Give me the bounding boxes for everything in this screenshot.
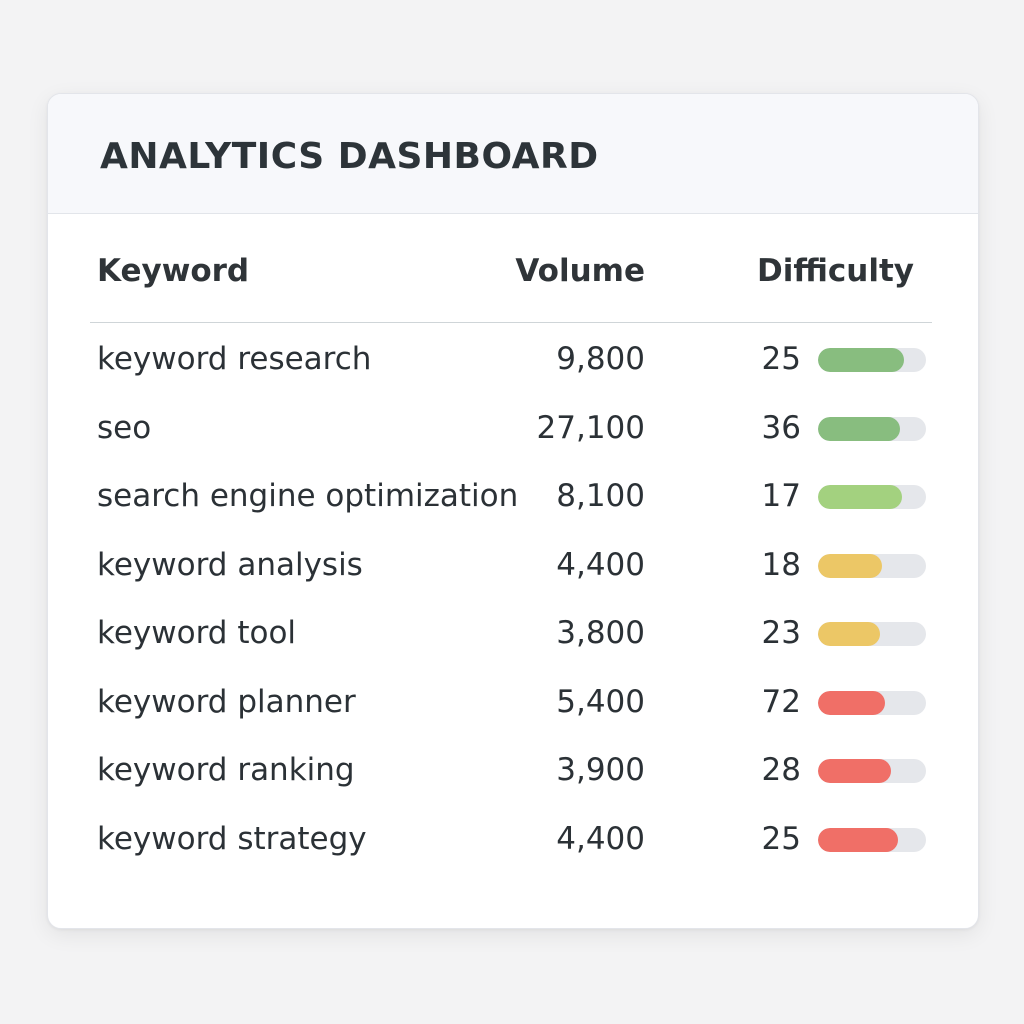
difficulty-cell: 18 bbox=[761, 546, 801, 583]
column-header-keyword[interactable]: Keyword bbox=[97, 253, 250, 289]
difficulty-bar bbox=[818, 827, 926, 852]
difficulty-cell: 25 bbox=[761, 820, 801, 857]
difficulty-bar bbox=[818, 622, 926, 646]
table-row[interactable]: keyword strategy 4,400 25 bbox=[48, 808, 978, 877]
volume-cell: 4,400 bbox=[556, 820, 645, 857]
difficulty-cell: 25 bbox=[761, 341, 801, 377]
volume-cell: 9,800 bbox=[556, 341, 645, 377]
difficulty-bar bbox=[818, 348, 926, 372]
difficulty-bar bbox=[818, 416, 926, 441]
keyword-cell: keyword planner bbox=[97, 683, 356, 720]
difficulty-bar bbox=[818, 690, 926, 715]
keyword-cell: keyword strategy bbox=[97, 820, 367, 857]
table-row[interactable]: keyword planner 5,400 72 bbox=[48, 671, 978, 740]
difficulty-bar-fill bbox=[818, 416, 901, 441]
keyword-cell: seo bbox=[97, 409, 152, 446]
difficulty-bar bbox=[818, 759, 926, 783]
difficulty-bar-fill bbox=[818, 622, 880, 646]
keyword-cell: search engine optimization bbox=[97, 478, 519, 514]
header-divider bbox=[90, 322, 932, 323]
difficulty-cell: 28 bbox=[761, 752, 801, 788]
difficulty-cell: 72 bbox=[761, 683, 801, 720]
table-body: keyword research 9,800 25 seo 27,100 36 … bbox=[48, 328, 978, 876]
column-header-difficulty[interactable]: Difficulty bbox=[756, 253, 914, 289]
volume-cell: 4,400 bbox=[556, 546, 645, 583]
table-row[interactable]: search engine optimization 8,100 17 bbox=[48, 465, 978, 534]
keyword-cell: keyword tool bbox=[97, 615, 297, 651]
difficulty-bar-fill bbox=[818, 690, 885, 715]
difficulty-bar-fill bbox=[818, 553, 882, 578]
table-row[interactable]: keyword analysis 4,400 18 bbox=[48, 534, 978, 603]
difficulty-bar-fill bbox=[818, 759, 892, 783]
table-row[interactable]: keyword research 9,800 25 bbox=[48, 328, 978, 397]
page-title: ANALYTICS DASHBOARD bbox=[100, 136, 599, 177]
volume-cell: 27,100 bbox=[536, 409, 645, 446]
difficulty-cell: 36 bbox=[761, 409, 801, 446]
column-header-volume[interactable]: Volume bbox=[515, 253, 645, 289]
table-row[interactable]: keyword ranking 3,900 28 bbox=[48, 739, 978, 808]
table-row[interactable]: keyword tool 3,800 23 bbox=[48, 602, 978, 671]
difficulty-cell: 17 bbox=[761, 478, 801, 514]
keyword-table: Keyword Volume Difficulty keyword resear… bbox=[48, 215, 978, 857]
analytics-card: ANALYTICS DASHBOARD Keyword Volume Diffi… bbox=[47, 93, 979, 929]
volume-cell: 3,900 bbox=[556, 752, 645, 788]
difficulty-bar-fill bbox=[818, 827, 898, 852]
difficulty-bar bbox=[818, 485, 926, 509]
keyword-cell: keyword analysis bbox=[97, 546, 363, 583]
difficulty-bar-fill bbox=[818, 485, 903, 509]
keyword-cell: keyword ranking bbox=[97, 752, 355, 788]
card-header: ANALYTICS DASHBOARD bbox=[48, 94, 978, 214]
table-row[interactable]: seo 27,100 36 bbox=[48, 397, 978, 466]
difficulty-bar-fill bbox=[818, 348, 905, 372]
volume-cell: 5,400 bbox=[556, 683, 645, 720]
difficulty-bar bbox=[818, 553, 926, 578]
volume-cell: 8,100 bbox=[556, 478, 645, 514]
keyword-cell: keyword research bbox=[97, 341, 372, 377]
volume-cell: 3,800 bbox=[556, 615, 645, 651]
table-header: Keyword Volume Difficulty bbox=[48, 215, 978, 323]
difficulty-cell: 23 bbox=[761, 615, 801, 651]
